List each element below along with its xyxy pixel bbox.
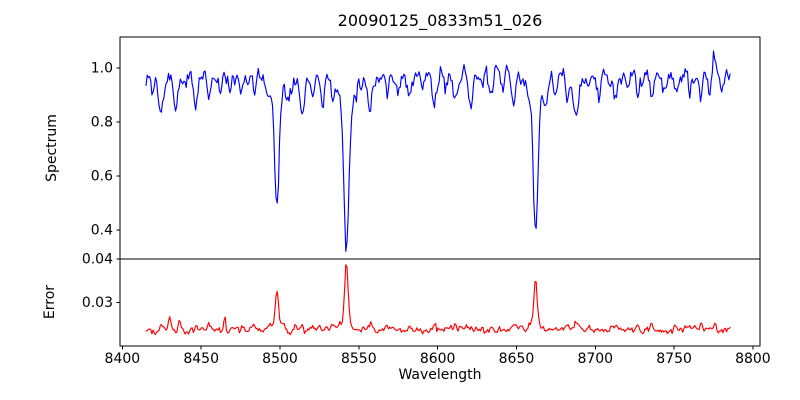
x-tick-label: 8800 <box>735 351 771 367</box>
spectrum-y-axis-label: Spectrum <box>44 114 60 182</box>
x-tick-label: 8500 <box>262 351 298 367</box>
y-tick-label-error: 0.03 <box>82 295 113 311</box>
x-tick-label: 8450 <box>183 351 219 367</box>
chart-title: 20090125_0833m51_026 <box>337 11 543 30</box>
x-tick-label: 8400 <box>105 351 141 367</box>
x-tick-label: 8550 <box>341 351 377 367</box>
x-axis-label: Wavelength <box>398 367 482 383</box>
y-tick-label-error: 0.04 <box>82 252 113 268</box>
x-tick-label: 8700 <box>577 351 613 367</box>
x-tick-label: 8650 <box>499 351 535 367</box>
y-tick-label-spectrum: 0.6 <box>91 169 113 185</box>
error-curve <box>145 264 731 336</box>
y-tick-label-spectrum: 0.8 <box>91 115 113 131</box>
panel-frame-error <box>119 258 761 347</box>
x-tick-label: 8750 <box>656 351 692 367</box>
error-y-axis-label: Error <box>42 284 58 320</box>
y-tick-label-spectrum: 1.0 <box>91 61 113 77</box>
x-tick-label: 8600 <box>420 351 456 367</box>
spectrum-curve <box>145 50 731 252</box>
y-tick-label-spectrum: 0.4 <box>91 223 113 239</box>
